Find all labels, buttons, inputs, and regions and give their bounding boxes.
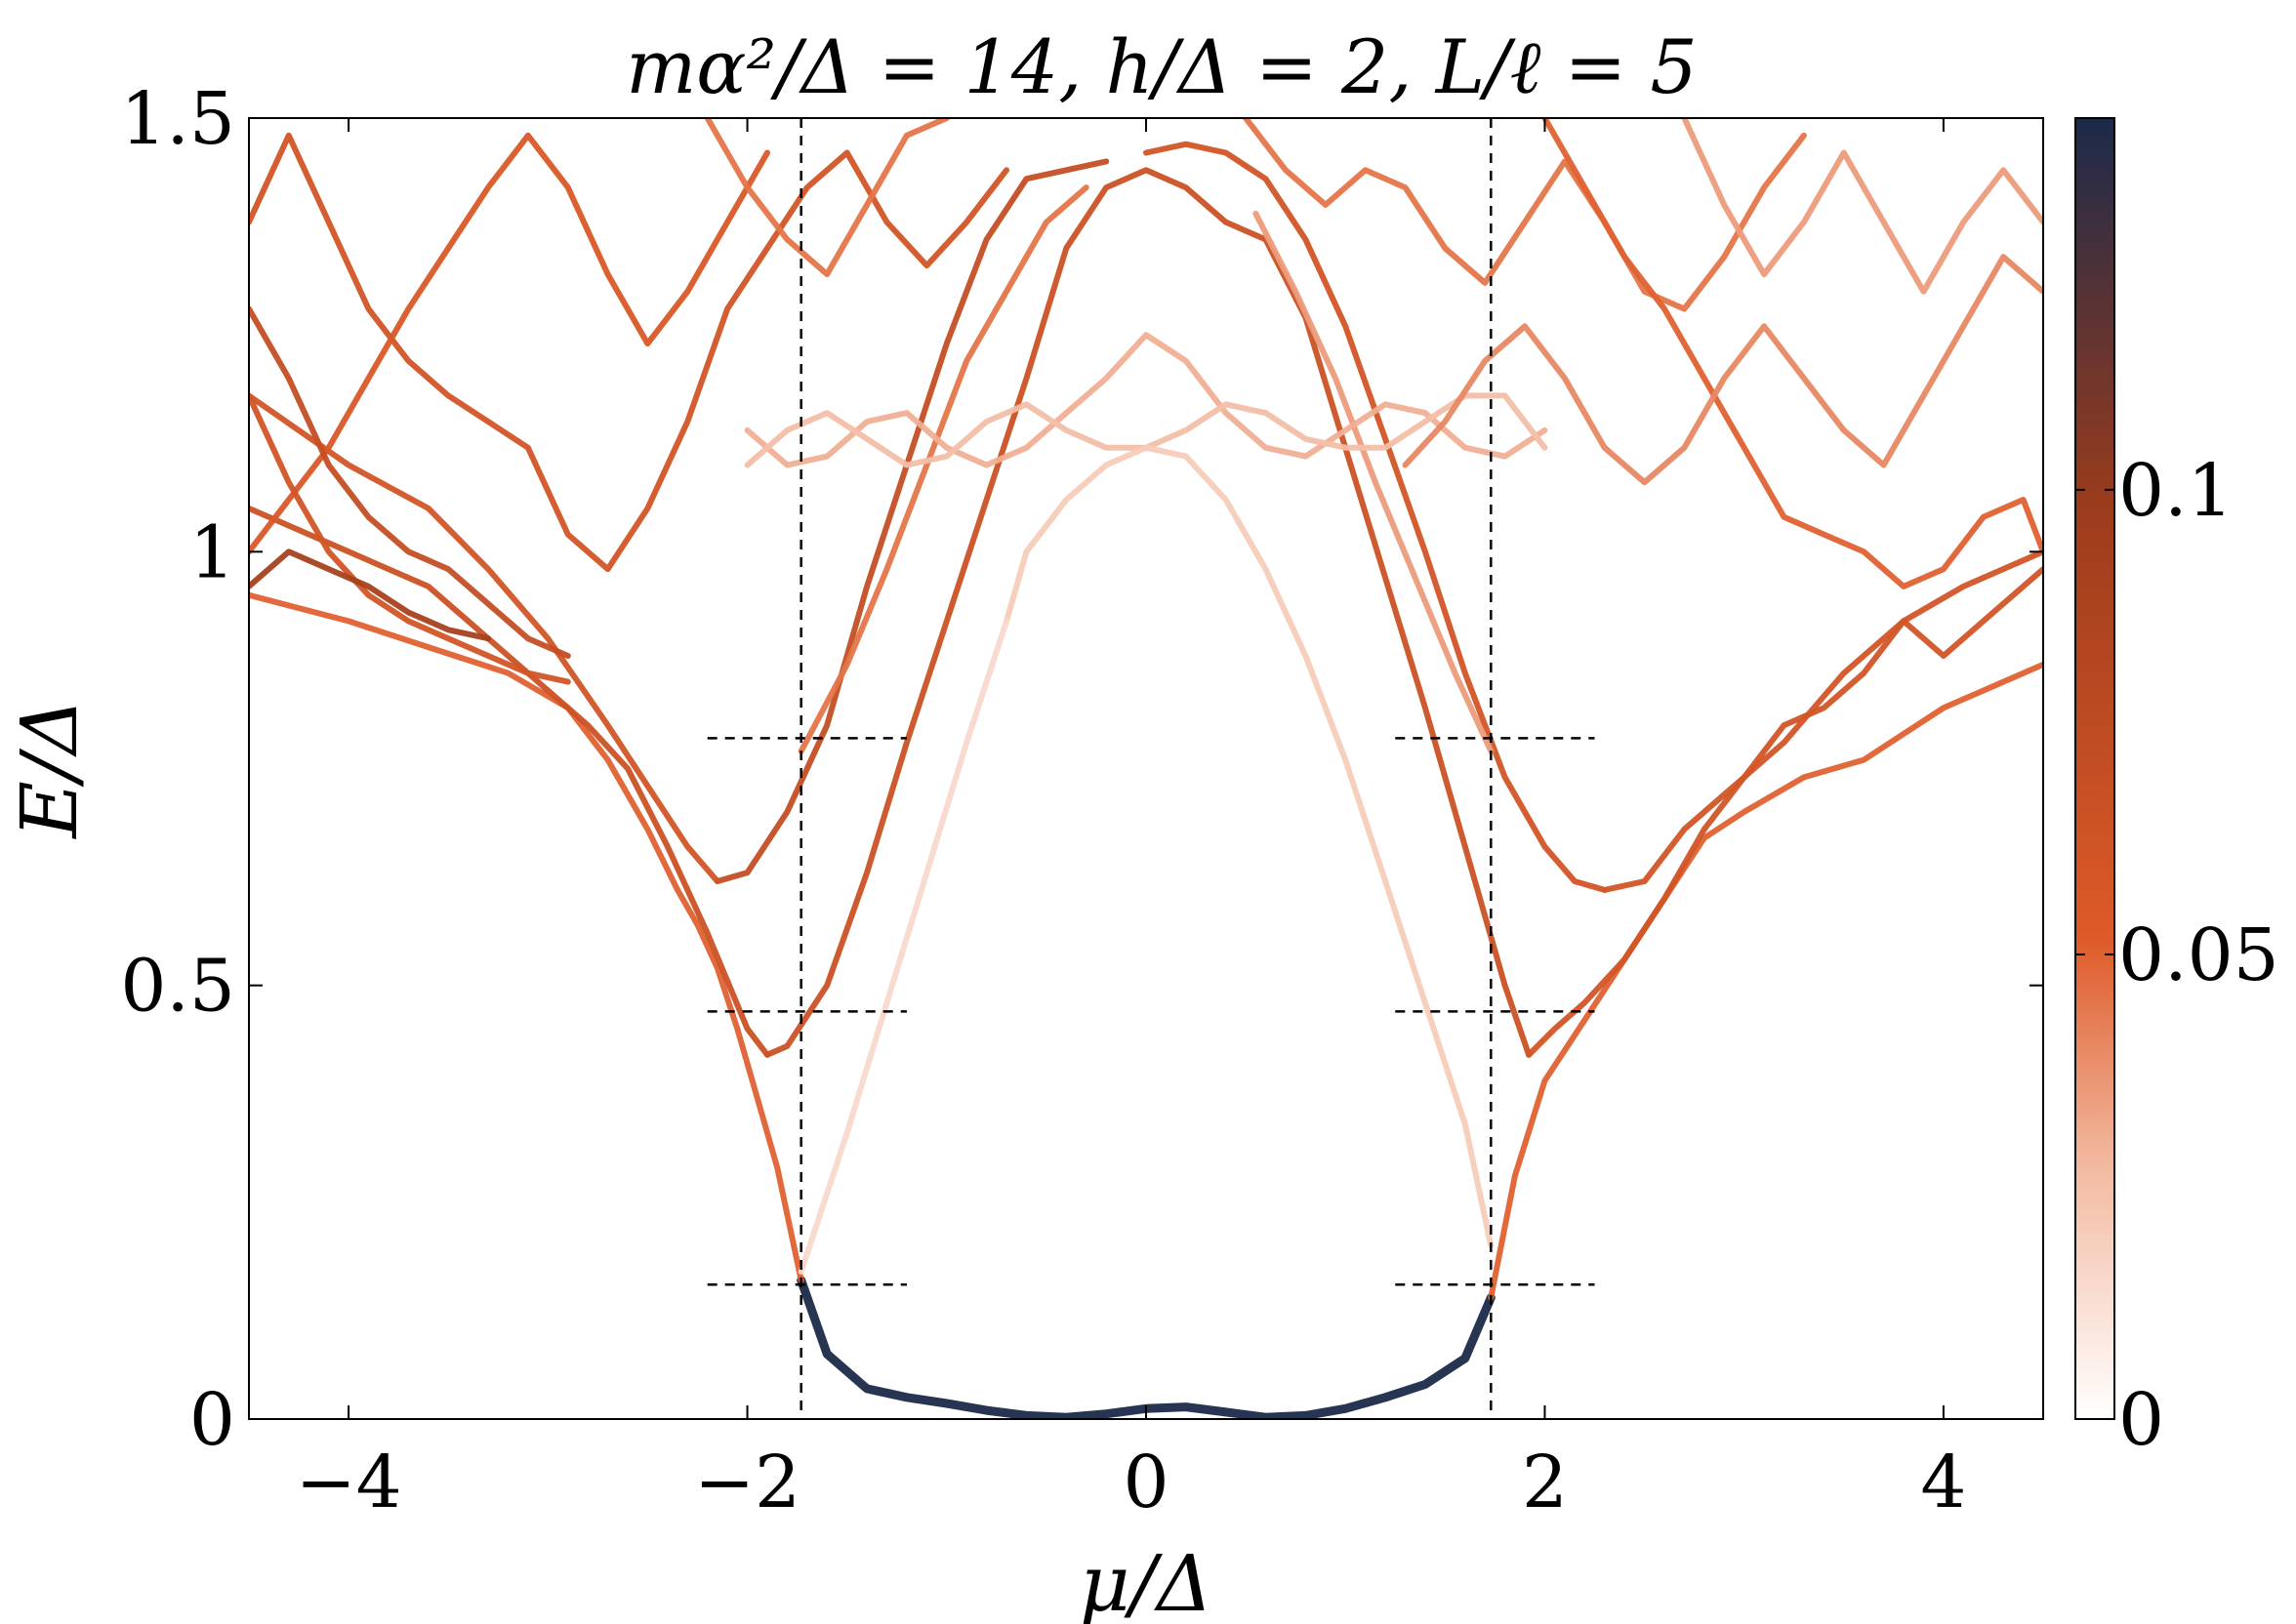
spectral-curve-21 xyxy=(1402,254,2043,486)
spectral-curve-5 xyxy=(1526,566,2043,1058)
x-ticks: −4 −2 0 2 4 xyxy=(296,118,1966,1524)
colorbar-ticks: 0 0.05 0.1 xyxy=(2075,449,2279,1462)
y-tick-label: 0 xyxy=(189,1378,235,1462)
spectral-curve-19 xyxy=(1243,118,1807,312)
y-tick-label: 0.5 xyxy=(120,945,235,1029)
colorbar-gradient xyxy=(2074,117,2115,1420)
spectral-curve-23 xyxy=(249,392,571,685)
spectral-curve-11 xyxy=(1252,210,1495,754)
x-tick-label: 4 xyxy=(1920,1441,1966,1524)
spectral-curve-17 xyxy=(249,132,770,555)
plot-area: −4 −2 0 2 4 0 0.5 1 1.5 xyxy=(120,77,2044,1524)
curve-layer xyxy=(249,118,2043,1419)
spectral-curve-1 xyxy=(249,591,804,1283)
y-axis-label: E/Δ xyxy=(4,698,95,839)
spectral-curve-12 xyxy=(744,332,1548,468)
y-tick-label: 1.5 xyxy=(120,77,235,161)
spectral-curve-15 xyxy=(798,618,1009,1275)
spectral-curve-3 xyxy=(764,167,1533,1058)
colorbar-tick-label: 0.05 xyxy=(2118,914,2279,997)
plot-background xyxy=(249,118,2043,1419)
colorbar-tick-label: 0 xyxy=(2118,1378,2164,1462)
colorbar-tick-label: 0.1 xyxy=(2118,449,2234,533)
spectral-curve-8 xyxy=(249,392,720,884)
x-tick-label: 0 xyxy=(1123,1441,1168,1524)
y-tick-label: 1 xyxy=(189,510,235,594)
x-tick-label: 2 xyxy=(1522,1441,1568,1524)
x-tick-label: −4 xyxy=(296,1441,402,1524)
spectral-curve-7 xyxy=(1143,141,1608,893)
spectral-curve-10 xyxy=(798,184,1089,754)
y-ticks: 0 0.5 1 1.5 xyxy=(120,77,2043,1462)
spectral-curve-4 xyxy=(249,505,770,1058)
spectral-curve-25 xyxy=(249,548,492,642)
spectral-curve-20 xyxy=(1541,118,2043,589)
x-tick-label: −2 xyxy=(694,1441,800,1524)
spectral-curve-24 xyxy=(249,305,571,659)
x-axis-label: μ/Δ xyxy=(1080,1538,1213,1624)
spectral-curve-9 xyxy=(1601,548,2043,893)
spectral-curve-22 xyxy=(1681,118,2043,295)
guide-lines xyxy=(707,118,1595,1419)
colorbar: 0 0.05 0.1 xyxy=(2074,117,2279,1462)
spectral-curve-18 xyxy=(704,118,950,277)
spectral-curve-16 xyxy=(249,132,1009,573)
spectral-curve-14 xyxy=(1004,444,1495,1249)
chart-title: mα²/Δ = 14, h/Δ = 2, L/ℓ = 5 xyxy=(626,23,1698,110)
